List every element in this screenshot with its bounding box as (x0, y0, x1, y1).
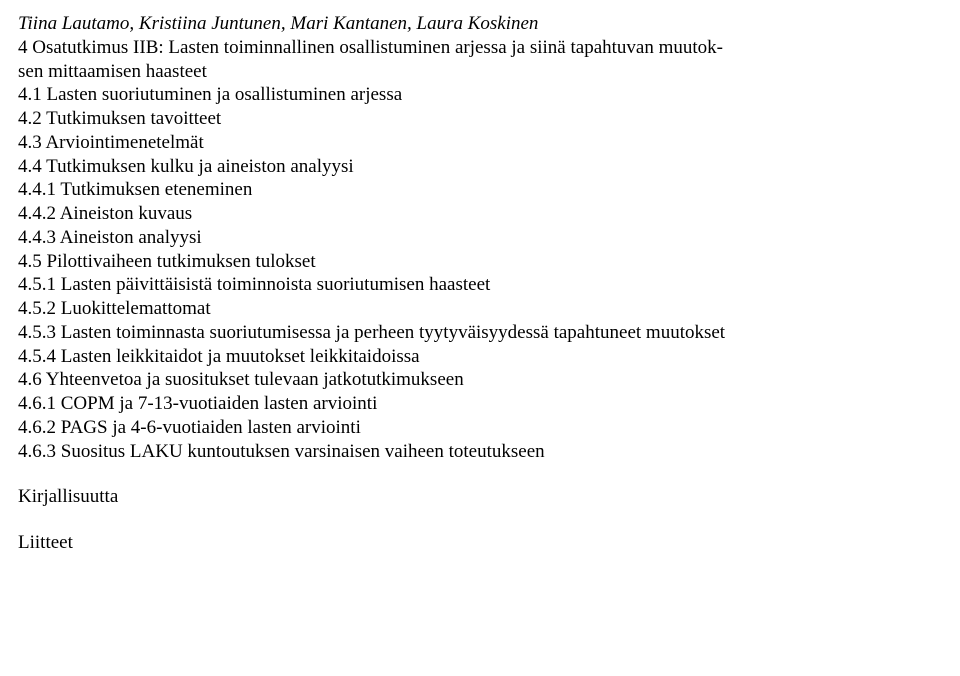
toc-line: 4.1 Lasten suoriutuminen ja osallistumin… (18, 83, 942, 107)
spacer (18, 509, 942, 531)
toc-line: 4.5.3 Lasten toiminnasta suoriutumisessa… (18, 321, 942, 345)
toc-line: 4.4.1 Tutkimuksen eteneminen (18, 178, 942, 202)
toc-line: 4.6.2 PAGS ja 4-6-vuotiaiden lasten arvi… (18, 416, 942, 440)
toc-line: 4.5 Pilottivaiheen tutkimuksen tulokset (18, 250, 942, 274)
bibliography-heading: Kirjallisuutta (18, 485, 942, 509)
toc-line: 4.4 Tutkimuksen kulku ja aineiston analy… (18, 155, 942, 179)
authors-line: Tiina Lautamo, Kristiina Juntunen, Mari … (18, 12, 942, 36)
toc-line: 4.5.4 Lasten leikkitaidot ja muutokset l… (18, 345, 942, 369)
toc-line: 4.4.2 Aineiston kuvaus (18, 202, 942, 226)
toc-line: 4.3 Arviointimenetelmät (18, 131, 942, 155)
document-page: Tiina Lautamo, Kristiina Juntunen, Mari … (0, 0, 960, 567)
toc-line: 4.6.3 Suositus LAKU kuntoutuksen varsina… (18, 440, 942, 464)
toc-line: 4.5.2 Luokittelemattomat (18, 297, 942, 321)
toc-line: 4.4.3 Aineiston analyysi (18, 226, 942, 250)
toc-line: sen mittaamisen haasteet (18, 60, 942, 84)
toc-line: 4 Osatutkimus IIB: Lasten toiminnallinen… (18, 36, 942, 60)
spacer (18, 463, 942, 485)
toc-line: 4.2 Tutkimuksen tavoitteet (18, 107, 942, 131)
toc-line: 4.5.1 Lasten päivittäisistä toiminnoista… (18, 273, 942, 297)
appendices-heading: Liitteet (18, 531, 942, 555)
toc-line: 4.6 Yhteenvetoa ja suositukset tulevaan … (18, 368, 942, 392)
toc-line: 4.6.1 COPM ja 7-13-vuotiaiden lasten arv… (18, 392, 942, 416)
